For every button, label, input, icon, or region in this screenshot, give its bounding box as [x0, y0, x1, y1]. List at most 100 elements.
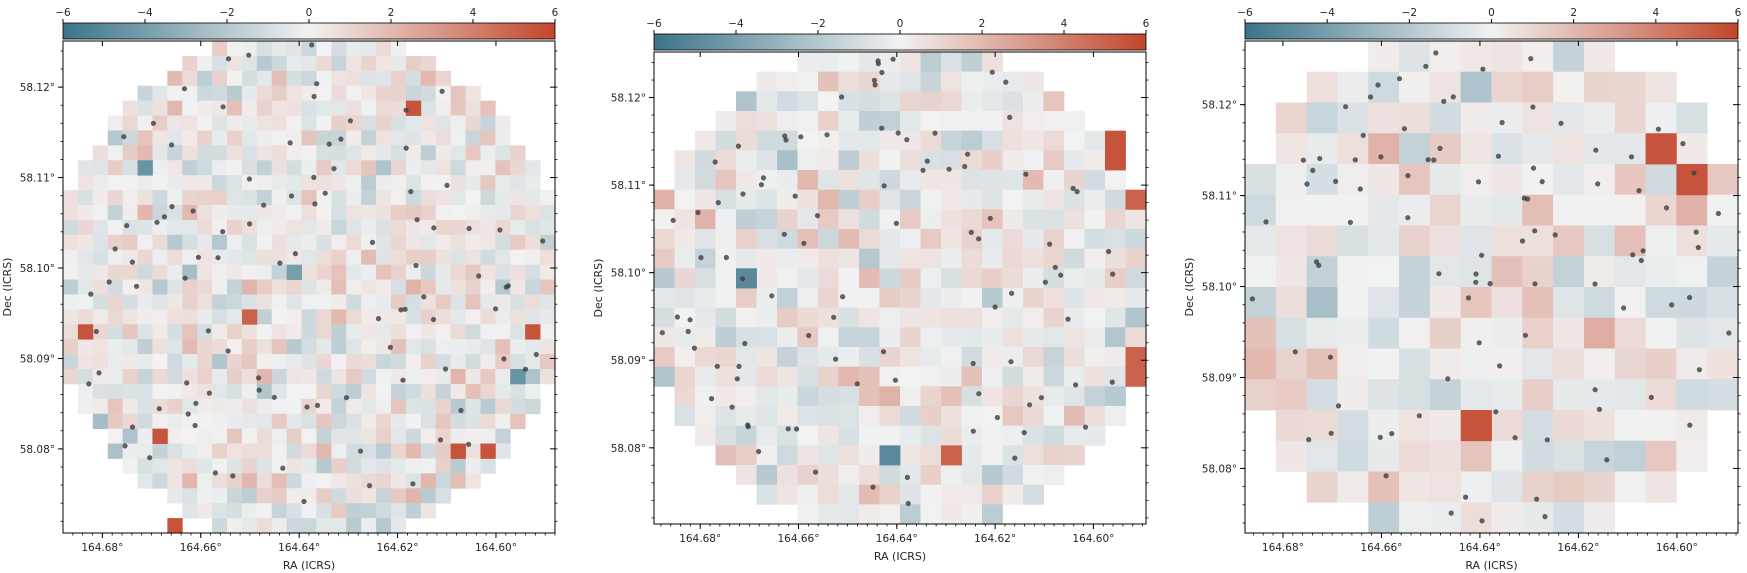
source-point — [1519, 238, 1526, 244]
heatmap-cell — [77, 249, 94, 266]
source-point — [946, 166, 952, 172]
heatmap-cell — [346, 175, 362, 191]
source-point — [220, 229, 226, 235]
heatmap-cell — [152, 145, 168, 161]
heatmap-cell — [674, 327, 696, 348]
heatmap-cell — [1553, 225, 1585, 257]
heatmap-cell — [1064, 248, 1085, 269]
heatmap-cell — [271, 428, 288, 444]
heatmap-cell — [227, 41, 243, 57]
heatmap-cell — [736, 327, 757, 348]
heatmap-cell — [756, 307, 778, 328]
heatmap-cell — [286, 70, 302, 87]
heatmap-cell — [316, 219, 332, 236]
heatmap-cell — [361, 100, 377, 116]
heatmap-cell — [736, 248, 757, 269]
heatmap-cell — [1306, 256, 1338, 288]
heatmap-cell — [1460, 102, 1492, 134]
heatmap-cell — [212, 458, 228, 474]
heatmap-cell — [480, 428, 496, 444]
heatmap-cell — [376, 398, 392, 415]
heatmap-cell — [920, 52, 942, 73]
y-tick-label: 58.08° — [1202, 463, 1237, 475]
heatmap-cell — [879, 425, 901, 446]
heatmap-cell — [1676, 287, 1708, 319]
heatmap-cell — [510, 324, 526, 340]
x-tick-label: 164.60° — [475, 542, 517, 554]
heatmap-cell — [1002, 170, 1024, 191]
heatmap-cell — [818, 111, 839, 132]
y-tick-label: 58.09° — [1202, 372, 1237, 384]
y-axis-label: Dec (ICRS) — [1183, 258, 1196, 317]
heatmap-cell — [961, 327, 983, 348]
heatmap-cell — [510, 279, 526, 295]
y-axis-label: Dec (ICRS) — [592, 259, 605, 318]
heatmap-cell — [182, 249, 198, 266]
heatmap-cell — [361, 70, 377, 87]
heatmap-cell — [736, 189, 757, 210]
heatmap-cell — [227, 234, 243, 251]
heatmap-cell — [695, 170, 716, 191]
heatmap-cell — [1399, 502, 1431, 533]
heatmap-extreme-cell — [1105, 150, 1126, 171]
heatmap-cell — [405, 160, 422, 176]
source-point — [147, 455, 153, 461]
heatmap-cell — [941, 52, 962, 73]
source-point — [1479, 518, 1485, 524]
heatmap-cell — [859, 268, 880, 289]
heatmap-cell — [122, 369, 138, 385]
heatmap-cell — [227, 264, 243, 280]
heatmap-cell — [92, 264, 109, 280]
heatmap-cell — [405, 503, 422, 519]
heatmap-cell — [736, 366, 757, 387]
heatmap-cell — [391, 324, 407, 340]
heatmap-cell — [197, 413, 213, 430]
source-point — [121, 134, 127, 140]
heatmap-cell — [1002, 209, 1024, 230]
heatmap-cell — [1399, 71, 1431, 103]
colorbar-tick-label: 0 — [897, 18, 904, 30]
heatmap-cell — [859, 307, 880, 328]
heatmap-cell — [241, 279, 258, 295]
heatmap-cell — [405, 428, 422, 444]
heatmap-cell — [465, 234, 481, 251]
heatmap-cell — [941, 189, 962, 210]
heatmap-cell — [982, 111, 1003, 132]
heatmap-cell — [256, 100, 273, 116]
heatmap-cell — [316, 443, 332, 459]
heatmap-cell — [182, 339, 198, 355]
heatmap-cell — [1583, 287, 1616, 319]
heatmap-cell — [405, 249, 422, 266]
source-point — [1493, 409, 1499, 415]
heatmap-cell — [241, 264, 258, 280]
heatmap-cell — [376, 369, 392, 385]
heatmap-cell — [271, 279, 288, 295]
heatmap-cell — [941, 268, 962, 289]
heatmap-extreme-cell — [879, 445, 901, 466]
heatmap-cell — [1676, 225, 1708, 257]
heatmap-cell — [920, 111, 942, 132]
heatmap-cell — [1429, 317, 1462, 349]
heatmap-cell — [420, 130, 437, 146]
heatmap-cell — [525, 249, 541, 266]
heatmap-cell — [405, 383, 422, 400]
heatmap-cell — [301, 473, 317, 489]
heatmap-cell — [1645, 194, 1677, 226]
source-point — [806, 332, 812, 339]
heatmap-cell — [756, 347, 778, 368]
heatmap-cell — [107, 309, 124, 325]
heatmap-cell — [197, 85, 213, 102]
heatmap-cell — [92, 309, 109, 325]
heatmap-cell — [756, 170, 778, 191]
heatmap-cell — [316, 294, 332, 310]
heatmap-cell — [1064, 288, 1085, 309]
heatmap-cell — [197, 70, 213, 87]
source-point — [769, 293, 775, 299]
heatmap-cell — [391, 70, 407, 87]
heatmap-cell — [859, 288, 880, 309]
heatmap-cell — [137, 458, 153, 474]
heatmap-cell — [715, 386, 737, 407]
heatmap-cell — [525, 234, 541, 251]
heatmap-cell — [1583, 348, 1616, 380]
heatmap-cell — [346, 145, 362, 161]
